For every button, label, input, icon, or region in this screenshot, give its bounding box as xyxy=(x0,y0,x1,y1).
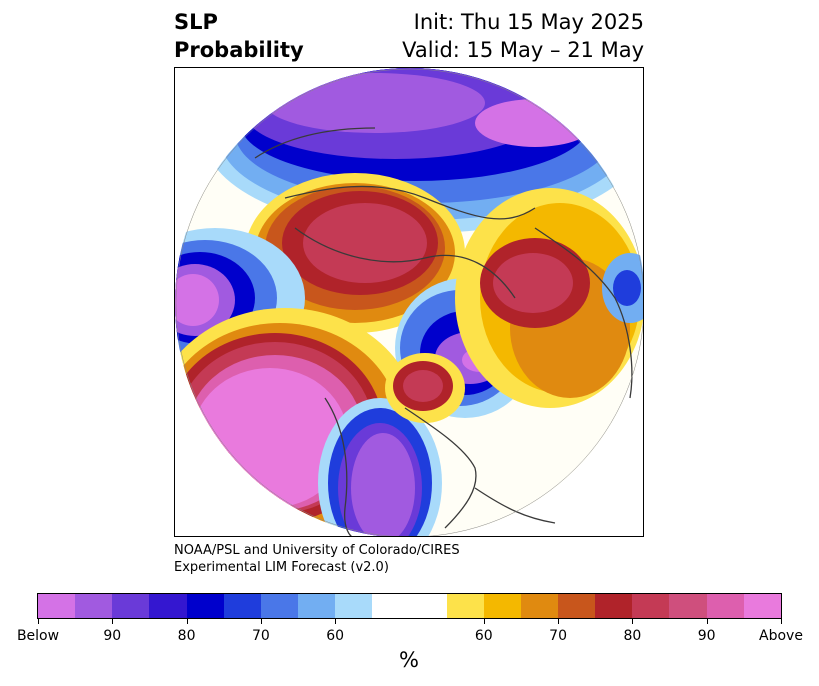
colorbar-tick-label: 60 xyxy=(326,628,345,644)
colorbar-tick-label: 80 xyxy=(623,628,642,644)
colorbar-tick-mark xyxy=(558,619,560,624)
valid-range: Valid: 15 May – 21 May xyxy=(402,38,644,62)
credit-line-1: NOAA/PSL and University of Colorado/CIRE… xyxy=(174,543,460,558)
colorbar-tick-label: 90 xyxy=(103,628,122,644)
colorbar-tick-mark xyxy=(112,619,114,624)
colorbar-swatch xyxy=(112,594,150,618)
init-date: Init: Thu 15 May 2025 xyxy=(413,10,644,34)
colorbar-tick-mark xyxy=(38,619,39,624)
colorbar-tick-label: 70 xyxy=(549,628,568,644)
colorbar-swatch xyxy=(186,594,224,618)
colorbar-swatch xyxy=(149,594,187,618)
colorbar-swatch xyxy=(260,594,298,618)
colorbar-swatch xyxy=(223,594,261,618)
title-line-2: Probability xyxy=(174,38,304,62)
colorbar-swatch xyxy=(38,594,76,618)
colorbar-swatch xyxy=(520,594,558,618)
colorbar-tick-mark xyxy=(335,619,337,624)
colorbar-swatch xyxy=(743,594,781,618)
colorbar-swatch xyxy=(335,594,373,618)
colorbar-swatch xyxy=(75,594,113,618)
colorbar-tick-mark xyxy=(186,619,188,624)
colorbar-tick-label: Above xyxy=(759,628,803,644)
colorbar-tick-mark xyxy=(260,619,262,624)
forecast-dates: Init: Thu 15 May 2025 Valid: 15 May – 21… xyxy=(402,8,644,64)
colorbar-tick-label: 70 xyxy=(251,628,270,644)
colorbar-swatch xyxy=(595,594,633,618)
colorbar-tick-label: 60 xyxy=(474,628,493,644)
colorbar xyxy=(37,593,782,619)
credit-line-2: Experimental LIM Forecast (v2.0) xyxy=(174,560,389,575)
colorbar-swatch xyxy=(372,594,410,618)
colorbar-swatch xyxy=(483,594,521,618)
colorbar-swatch xyxy=(297,594,336,618)
probability-map xyxy=(175,68,643,536)
colorbar-tick-mark xyxy=(706,619,708,624)
colorbar-tick-label: 90 xyxy=(697,628,716,644)
colorbar-tick-mark xyxy=(632,619,634,624)
map-panel xyxy=(174,67,644,537)
colorbar-tick-mark xyxy=(781,619,782,624)
colorbar-swatch xyxy=(557,594,596,618)
colorbar-swatch xyxy=(632,594,670,618)
credit: NOAA/PSL and University of Colorado/CIRE… xyxy=(174,542,460,576)
colorbar-swatch xyxy=(669,594,707,618)
title-line-1: SLP xyxy=(174,10,218,34)
colorbar-swatch xyxy=(706,594,744,618)
colorbar-swatch xyxy=(446,594,484,618)
colorbar-units: % xyxy=(399,648,419,672)
colorbar-swatch xyxy=(409,594,447,618)
map-title: SLP Probability xyxy=(174,8,304,64)
colorbar-tick-label: 80 xyxy=(177,628,196,644)
colorbar-tick-mark xyxy=(483,619,485,624)
colorbar-tick-label: Below xyxy=(16,628,60,644)
